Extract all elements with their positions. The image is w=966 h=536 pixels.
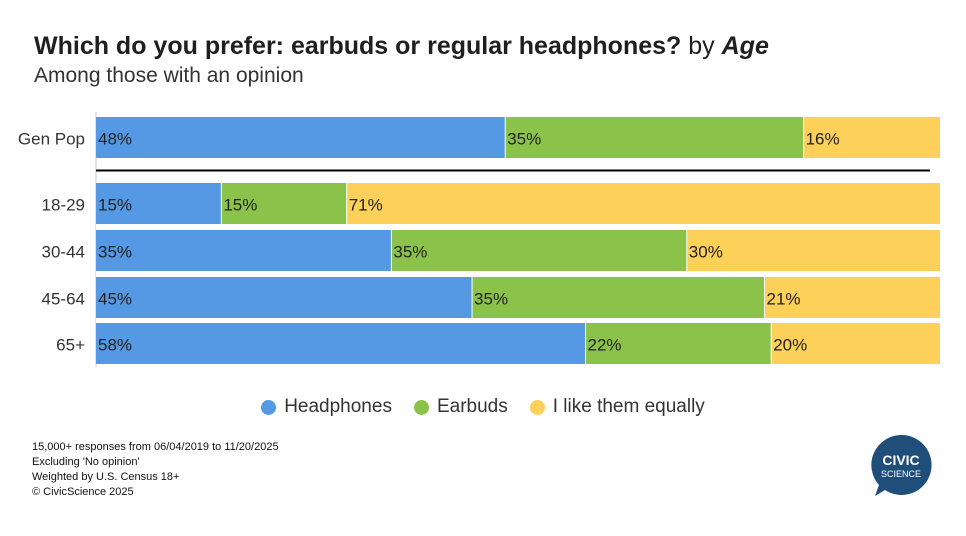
data-label-equally: 21% — [767, 290, 801, 309]
legend-dot-headphones — [261, 399, 277, 415]
bar-headphones — [96, 323, 586, 364]
bar-earbuds — [391, 230, 687, 271]
data-label-headphones: 15% — [98, 196, 132, 215]
bar-headphones — [96, 230, 392, 271]
bar-equally — [764, 277, 940, 318]
chart-title: Which do you prefer: earbuds or regular … — [34, 32, 769, 61]
bar-headphones — [96, 117, 506, 158]
footnote-weighted: Weighted by U.S. Census 18+ — [32, 471, 180, 483]
data-label-headphones: 45% — [98, 290, 132, 309]
legend-dot-equally — [529, 399, 545, 415]
data-label-earbuds: 35% — [474, 290, 508, 309]
bar-equally — [346, 183, 940, 224]
footnote-responses: 15,000+ responses from 06/04/2019 to 11/… — [32, 441, 279, 453]
legend-item-headphones: Headphones — [261, 396, 392, 418]
stacked-bar-chart: Gen Pop 48% 35% 16% 18-29 15% 15% 71% 30-44 35% 35… — [18, 112, 940, 367]
footnote-copyright: © CivicScience 2025 — [32, 486, 134, 498]
data-label-earbuds: 35% — [507, 130, 541, 149]
bar-headphones — [96, 277, 473, 318]
title-dimension: Age — [721, 32, 769, 60]
row-gap — [96, 224, 940, 230]
footnotes: 15,000+ responses from 06/04/2019 to 11/… — [32, 440, 279, 500]
chart-subtitle: Among those with an opinion — [34, 64, 304, 87]
logo-line2: SCIENCE — [881, 469, 921, 479]
data-label-headphones: 48% — [98, 130, 132, 149]
bar-equally — [686, 230, 940, 271]
category-label: 65+ — [56, 336, 85, 355]
logo-line1: CIVIC — [882, 452, 919, 468]
category-label: 45-64 — [42, 290, 85, 309]
data-label-equally: 71% — [349, 196, 383, 215]
bar-earbuds — [505, 117, 804, 158]
data-label-equally: 16% — [806, 130, 840, 149]
row-gap — [96, 318, 940, 323]
bar-headphones — [96, 183, 222, 224]
title-by: by — [688, 32, 715, 60]
legend-label-equally: I like them equally — [552, 396, 705, 417]
bar-equally — [771, 323, 940, 364]
category-label: Gen Pop — [18, 130, 85, 149]
legend-item-earbuds: Earbuds — [413, 396, 508, 418]
legend: Headphones Earbuds I like them equally — [0, 396, 966, 418]
legend-label-headphones: Headphones — [284, 396, 392, 417]
data-label-headphones: 35% — [98, 243, 132, 262]
category-label: 30-44 — [42, 243, 85, 262]
data-label-headphones: 58% — [98, 336, 132, 355]
data-label-equally: 30% — [689, 243, 723, 262]
bar-earbuds — [221, 183, 347, 224]
legend-dot-earbuds — [413, 399, 429, 415]
data-label-earbuds: 15% — [223, 196, 257, 215]
legend-label-earbuds: Earbuds — [436, 396, 508, 417]
legend-item-equally: I like them equally — [529, 396, 705, 418]
data-label-earbuds: 35% — [393, 243, 427, 262]
bar-equally — [803, 117, 940, 158]
bar-earbuds — [472, 277, 765, 318]
row-gap — [96, 271, 940, 277]
footnote-excluding: Excluding 'No opinion' — [32, 456, 140, 468]
bar-earbuds — [585, 323, 772, 364]
category-label: 18-29 — [42, 196, 85, 215]
data-label-earbuds: 22% — [588, 336, 622, 355]
data-label-equally: 20% — [773, 336, 807, 355]
title-main: Which do you prefer: earbuds or regular … — [34, 32, 682, 60]
civicscience-logo: CIVIC SCIENCE — [871, 434, 932, 496]
